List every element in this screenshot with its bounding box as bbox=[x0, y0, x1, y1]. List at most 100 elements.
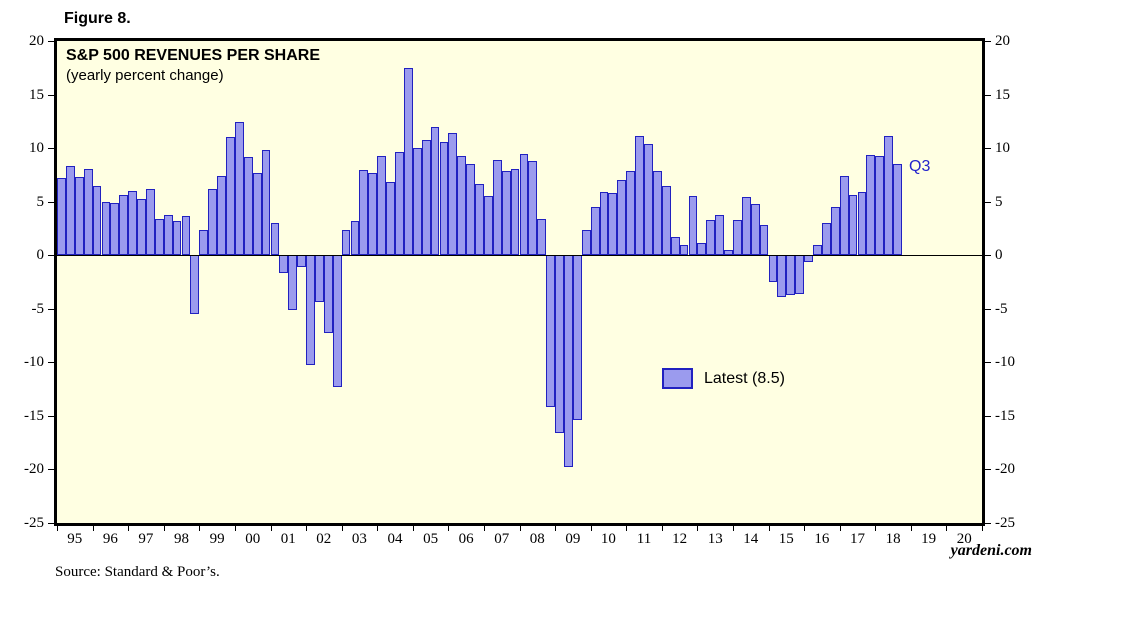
bar-2000-q2 bbox=[243, 156, 253, 256]
bar-2016-q3 bbox=[821, 223, 831, 256]
legend-label: Latest (8.5) bbox=[704, 369, 785, 387]
bar-2017-q3 bbox=[857, 192, 867, 256]
bar-2011-q4 bbox=[652, 170, 662, 256]
x-year-label: 09 bbox=[565, 531, 581, 547]
y-tick-right bbox=[982, 362, 991, 364]
bar-1998-q2 bbox=[172, 220, 182, 256]
y-tick-label-right: 15 bbox=[995, 86, 1010, 103]
y-tick-label-right: -5 bbox=[995, 300, 1008, 317]
bar-2003-q4 bbox=[368, 172, 378, 256]
bar-2003-q1 bbox=[341, 229, 351, 256]
x-year-label: 16 bbox=[814, 531, 830, 547]
y-tick-label-right: 10 bbox=[995, 140, 1010, 157]
x-tick bbox=[448, 523, 450, 531]
x-year-label: 11 bbox=[636, 531, 652, 547]
x-tick bbox=[768, 523, 770, 531]
y-tick-left bbox=[48, 148, 57, 150]
x-year-label: 99 bbox=[209, 531, 225, 547]
bar-1995-q3 bbox=[74, 177, 84, 256]
bar-2007-q4 bbox=[510, 168, 520, 256]
x-tick bbox=[483, 523, 485, 531]
y-tick-label-left: 15 bbox=[29, 86, 44, 103]
y-tick-label-right: 5 bbox=[995, 193, 1003, 210]
bar-2011-q3 bbox=[644, 143, 653, 256]
x-year-label: 13 bbox=[707, 531, 723, 547]
bar-2012-q2 bbox=[670, 237, 680, 256]
x-tick bbox=[804, 523, 806, 531]
bar-2013-q1 bbox=[697, 243, 707, 256]
bar-2010-q1 bbox=[590, 207, 600, 256]
x-tick bbox=[946, 523, 948, 531]
bar-2010-q4 bbox=[617, 180, 627, 256]
bar-2008-q2 bbox=[528, 161, 538, 256]
x-year-label: 08 bbox=[529, 531, 545, 547]
x-tick bbox=[163, 523, 165, 531]
x-tick bbox=[57, 523, 58, 531]
bar-1999-q2 bbox=[208, 188, 218, 256]
bar-2008-q4 bbox=[546, 255, 556, 408]
x-year-label: 10 bbox=[600, 531, 616, 547]
x-tick bbox=[341, 523, 343, 531]
bar-2001-q1 bbox=[270, 223, 280, 256]
bar-2003-q2 bbox=[350, 220, 360, 256]
source-note: Source: Standard & Poor’s. bbox=[55, 564, 220, 580]
chart-subtitle: (yearly percent change) bbox=[66, 67, 224, 84]
x-year-label: 17 bbox=[850, 531, 865, 547]
x-year-label: 05 bbox=[423, 531, 439, 547]
y-tick-right bbox=[982, 201, 991, 203]
y-tick-label-left: -15 bbox=[24, 407, 44, 424]
bar-2003-q3 bbox=[359, 169, 369, 256]
y-tick-right bbox=[982, 255, 991, 257]
x-year-label: 03 bbox=[351, 531, 367, 547]
x-tick bbox=[199, 523, 201, 531]
bar-1996-q2 bbox=[101, 201, 111, 256]
x-tick bbox=[875, 523, 877, 531]
x-year-label: 20 bbox=[956, 531, 972, 547]
y-tick-right bbox=[982, 523, 991, 524]
bar-2011-q1 bbox=[626, 170, 636, 256]
bar-2017-q1 bbox=[839, 176, 849, 256]
y-tick-left bbox=[48, 255, 57, 257]
bar-2017-q2 bbox=[848, 195, 858, 256]
x-tick bbox=[412, 523, 414, 531]
bar-2009-q4 bbox=[581, 229, 591, 256]
x-tick bbox=[306, 523, 307, 531]
x-tick bbox=[555, 523, 557, 531]
bar-2002-q1 bbox=[306, 255, 315, 366]
bar-2009-q1 bbox=[555, 255, 564, 433]
bar-2015-q4 bbox=[795, 255, 805, 294]
x-year-label: 15 bbox=[778, 531, 794, 547]
y-tick-label-left: 10 bbox=[29, 140, 44, 157]
x-tick bbox=[92, 523, 94, 531]
bar-2010-q2 bbox=[599, 192, 609, 256]
bar-2009-q2 bbox=[564, 255, 573, 468]
bar-2006-q3 bbox=[466, 164, 475, 256]
bar-2004-q3 bbox=[395, 152, 404, 256]
chart-frame bbox=[54, 38, 985, 526]
bar-2013-q3 bbox=[715, 214, 725, 256]
y-tick-right bbox=[982, 308, 991, 310]
y-tick-right bbox=[982, 94, 991, 96]
bar-2013-q2 bbox=[706, 219, 716, 256]
bar-2001-q2 bbox=[279, 255, 289, 274]
watermark: yardeni.com bbox=[950, 542, 1032, 559]
y-tick-label-right: 20 bbox=[995, 33, 1010, 49]
bar-2012-q4 bbox=[688, 196, 698, 256]
y-tick-left bbox=[48, 94, 57, 96]
bar-2018-q2 bbox=[884, 136, 894, 256]
bar-2010-q3 bbox=[608, 193, 618, 256]
y-tick-left bbox=[48, 201, 57, 203]
bar-1996-q3 bbox=[110, 202, 120, 256]
bar-1995-q2 bbox=[65, 166, 75, 256]
bar-2007-q2 bbox=[492, 159, 502, 256]
x-tick bbox=[270, 523, 272, 531]
x-tick bbox=[697, 523, 699, 531]
bar-2017-q4 bbox=[866, 154, 876, 256]
bar-2001-q3 bbox=[288, 255, 298, 310]
x-year-label: 00 bbox=[245, 531, 261, 547]
bar-1995-q4 bbox=[83, 168, 93, 256]
x-tick bbox=[982, 523, 983, 531]
x-tick bbox=[519, 523, 521, 531]
bar-2006-q2 bbox=[457, 155, 467, 256]
